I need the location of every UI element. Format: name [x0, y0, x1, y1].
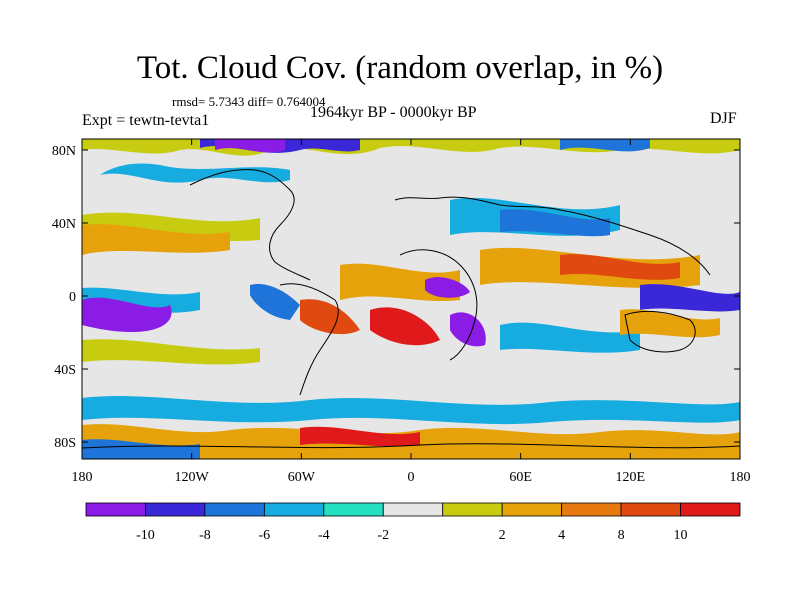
lon-tick-label: 60W	[288, 470, 316, 485]
lon-tick-label: 0	[408, 470, 415, 485]
blob-pacific-north-cyan	[100, 163, 290, 183]
colorbar-label: 4	[558, 528, 565, 543]
blob-indochina-red	[560, 254, 680, 280]
coastlines	[82, 169, 740, 449]
coast-eurasia	[394, 196, 711, 276]
blob-central-africa-purple	[425, 277, 470, 298]
colorbar-swatch	[561, 502, 622, 517]
coast-africa	[399, 249, 478, 361]
coast-north-america	[189, 169, 311, 281]
lon-tick-label: 180	[72, 470, 93, 485]
blob-antarctic-blue	[82, 439, 200, 459]
colorbar-label: -8	[199, 528, 211, 543]
colorbar-swatch	[442, 502, 503, 517]
colorbar-swatch	[85, 502, 146, 517]
stats-label: rmsd= 5.7343 diff= 0.764004	[172, 94, 326, 109]
blob-west-pacific-blue	[640, 284, 740, 312]
colorbar-label: 8	[618, 528, 625, 543]
figure-title: Tot. Cloud Cov. (random overlap, in %)	[136, 50, 664, 86]
colorbar-swatch	[204, 502, 265, 517]
blob-atlantic-red	[300, 299, 360, 335]
axis-labels: 80N 40N 0 40S 80S 180 120W 60W 0 60E 120E 180	[52, 144, 751, 485]
colorbar: -10 -8 -6 -4 -2 2 4 8 10	[85, 502, 741, 543]
period-label: 1964kyr BP - 0000kyr BP	[310, 104, 477, 121]
band-north-pacific-orange	[82, 224, 230, 255]
coast-australia	[624, 310, 696, 353]
band-indian-ocean-cyan	[500, 322, 640, 353]
colorbar-label: 10	[674, 528, 688, 543]
blob-arctic-purple	[215, 139, 285, 153]
blob-south-atlantic-red	[370, 307, 440, 346]
blob-antarctic-red	[300, 426, 420, 447]
anomaly-field	[82, 139, 740, 459]
colorbar-label: -2	[377, 528, 389, 543]
lat-tick-label: 80N	[52, 144, 76, 159]
band-south-pacific-yellow	[82, 339, 260, 365]
blob-pacific-purple	[82, 297, 172, 333]
colorbar-swatch	[680, 502, 741, 517]
season-label: DJF	[710, 110, 737, 127]
lat-tick-label: 40S	[54, 363, 76, 378]
lon-tick-label: 180	[730, 470, 751, 485]
coast-antarctica	[82, 443, 740, 449]
colorbar-label: -4	[318, 528, 330, 543]
colorbar-swatch	[382, 502, 444, 517]
band-southern-ocean-cyan	[82, 396, 740, 425]
lon-tick-label: 120E	[616, 470, 646, 485]
lon-tick-label: 120W	[175, 470, 210, 485]
colorbar-swatch	[323, 502, 384, 517]
coast-south-america	[279, 283, 339, 396]
experiment-label: Expt = tewtn-tevta1	[82, 112, 210, 129]
axis-ticks	[81, 139, 741, 459]
blob-asia-blue	[500, 209, 610, 237]
lat-tick-label: 80S	[54, 436, 76, 451]
colorbar-label: 2	[499, 528, 506, 543]
colorbar-swatch	[263, 502, 325, 517]
colorbar-label: -6	[259, 528, 271, 543]
colorbar-swatch	[620, 502, 681, 517]
blob-amazon-blue	[250, 284, 300, 320]
colorbar-label: -10	[136, 528, 155, 543]
blob-south-africa-purple	[450, 312, 486, 347]
lon-tick-label: 60E	[509, 470, 532, 485]
colorbar-swatch	[501, 502, 563, 517]
lat-tick-label: 0	[69, 290, 76, 305]
colorbar-swatch	[145, 502, 206, 517]
blob-siberia-blue	[560, 139, 650, 152]
lat-tick-label: 40N	[52, 217, 76, 232]
